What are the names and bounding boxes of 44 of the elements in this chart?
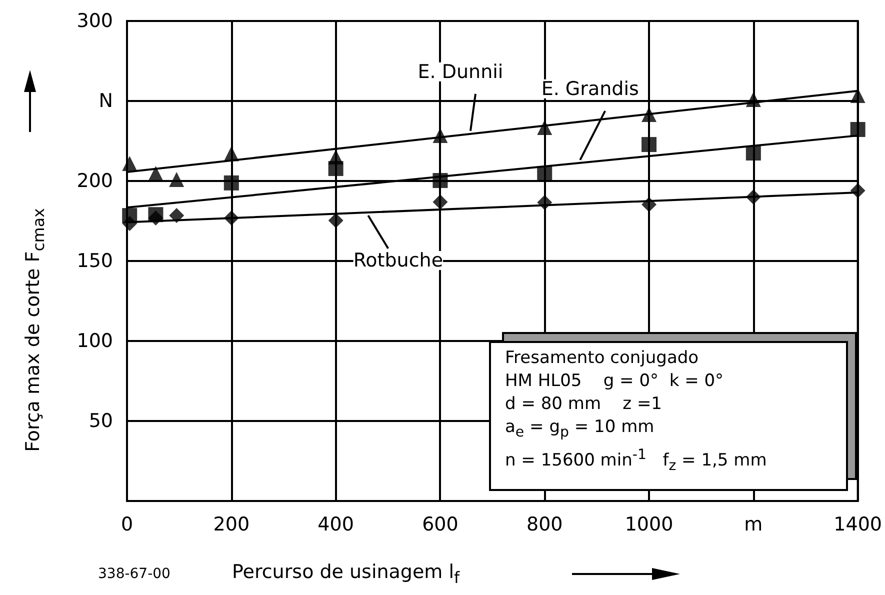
x-axis-title: Percurso de usinagem l$_{f}$ xyxy=(232,561,460,587)
point xyxy=(850,88,866,104)
point xyxy=(850,183,866,198)
point xyxy=(537,120,552,136)
point xyxy=(432,173,448,188)
text: 338-67-00 xyxy=(98,566,170,582)
point xyxy=(328,161,344,176)
point xyxy=(224,210,239,226)
point xyxy=(224,146,239,162)
point xyxy=(746,92,761,108)
x-tick-label: 0 xyxy=(120,514,134,536)
point xyxy=(169,208,184,224)
point xyxy=(746,190,761,204)
point xyxy=(432,128,448,144)
y-tick-label: 200 xyxy=(76,170,113,192)
point xyxy=(169,172,184,188)
point xyxy=(746,146,761,160)
y-tick-label: 150 xyxy=(76,250,113,272)
point xyxy=(537,166,552,182)
point xyxy=(148,166,164,181)
x-tick-label: 1000 xyxy=(624,514,674,536)
point xyxy=(224,175,239,190)
text: E. Dunnii xyxy=(418,60,504,83)
point xyxy=(642,197,657,212)
x-tick-label: 600 xyxy=(422,514,458,536)
point xyxy=(432,194,448,210)
x-tick-label: 400 xyxy=(318,514,354,536)
y-tick-label: N xyxy=(98,90,113,112)
point xyxy=(122,216,138,232)
legend-label: Rotbuche xyxy=(353,249,444,272)
x-tick-label: m xyxy=(744,514,763,536)
y-tick-label: 300 xyxy=(76,10,113,32)
x-tick-label: 200 xyxy=(213,514,250,536)
point xyxy=(328,213,344,228)
x-tick-label: 800 xyxy=(526,514,563,536)
x-tick-label: 1400 xyxy=(834,514,882,536)
y-tick-label: 100 xyxy=(76,330,113,352)
point xyxy=(122,156,138,172)
point xyxy=(850,122,866,137)
point xyxy=(642,137,657,152)
y-tick-label: 50 xyxy=(88,410,113,432)
point xyxy=(148,210,164,226)
text: E. Grandis xyxy=(541,78,639,100)
point xyxy=(537,194,552,210)
